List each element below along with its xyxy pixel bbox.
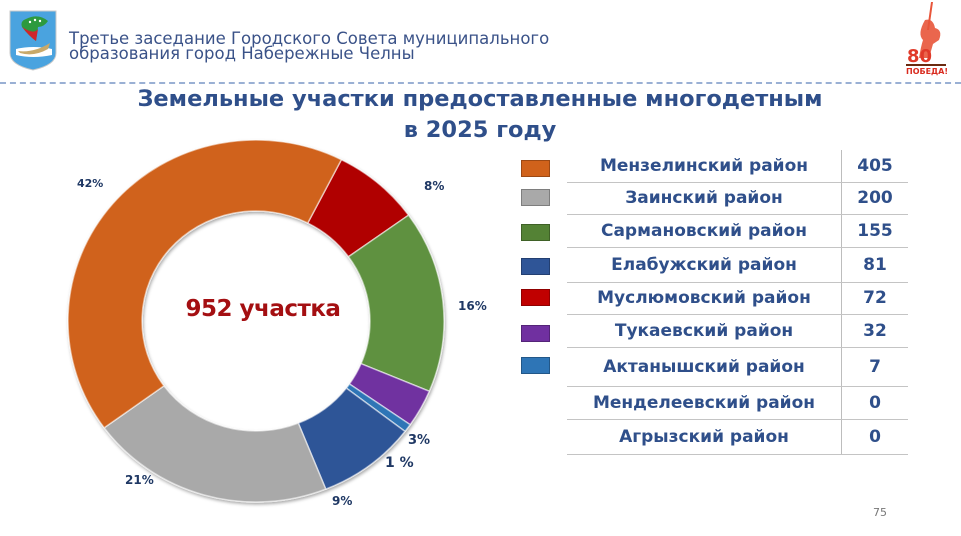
percent-label-menzelinsky: 42% bbox=[77, 177, 104, 190]
district-value: 7 bbox=[841, 347, 908, 387]
svg-text:80: 80 bbox=[907, 46, 932, 67]
district-name: Муслюмовский район bbox=[567, 282, 842, 315]
legend-swatch-zainsky bbox=[521, 189, 550, 206]
table-row: Елабужский район 81 bbox=[567, 247, 908, 283]
header-line-1: Третье заседание Городского Совета муниц… bbox=[69, 29, 550, 48]
page-number: 75 bbox=[873, 506, 887, 519]
table-row: Мензелинский район 405 bbox=[567, 150, 908, 183]
percent-label-aktanyshsky: 1 % bbox=[385, 455, 414, 471]
80-pobeda-emblem-icon: 80 ПОБЕДА! bbox=[903, 0, 953, 80]
district-value: 32 bbox=[841, 314, 908, 348]
district-value: 405 bbox=[841, 150, 908, 183]
district-value: 0 bbox=[841, 419, 908, 455]
district-value: 200 bbox=[841, 182, 908, 215]
table-row: Менделеевский район 0 bbox=[567, 386, 908, 420]
svg-text:ПОБЕДА!: ПОБЕДА! bbox=[906, 67, 948, 76]
percent-label-tukaevsky: 3% bbox=[408, 433, 431, 448]
district-name: Актанышский район bbox=[567, 347, 842, 387]
district-name: Заинский район bbox=[567, 182, 842, 215]
percent-label-zainsky: 21% bbox=[125, 473, 154, 487]
legend-swatch-elabuzhsky bbox=[521, 258, 550, 275]
district-name: Менделеевский район bbox=[567, 386, 842, 420]
percent-label-elabuzhsky: 9% bbox=[332, 494, 353, 508]
district-value: 81 bbox=[841, 247, 908, 283]
percent-label-muslyumovsky: 8% bbox=[424, 179, 445, 193]
legend-swatch-menzelinsky bbox=[521, 160, 550, 177]
slide-title: Земельные участки предоставленные многод… bbox=[60, 84, 900, 146]
district-name: Елабужский район bbox=[567, 247, 842, 283]
doughnut-chart-svg bbox=[67, 139, 445, 503]
legend-swatch-muslyumovsky bbox=[521, 289, 550, 306]
table-row: Агрызский район 0 bbox=[567, 419, 908, 455]
chart-center-total: 952 участка bbox=[185, 296, 341, 322]
table-row: Муслюмовский район 72 bbox=[567, 282, 908, 315]
title-line-1: Земельные участки предоставленные многод… bbox=[137, 86, 823, 112]
district-value: 72 bbox=[841, 282, 908, 315]
district-name: Мензелинский район bbox=[567, 150, 842, 183]
doughnut-chart bbox=[56, 130, 506, 520]
header-line-2: образования город Набережные Челны bbox=[69, 44, 415, 63]
legend-swatch-tukaevsky bbox=[521, 325, 550, 342]
district-name: Тукаевский район bbox=[567, 314, 842, 348]
table-row: Тукаевский район 32 bbox=[567, 314, 908, 348]
header-divider bbox=[0, 82, 961, 84]
district-value: 155 bbox=[841, 214, 908, 248]
table-row: Актанышский район 7 bbox=[567, 347, 908, 387]
meeting-header: Третье заседание Городского Совета муниц… bbox=[69, 29, 550, 63]
percent-label-sarmanovsky: 16% bbox=[458, 299, 487, 313]
legend-swatch-sarmanovsky bbox=[521, 224, 550, 241]
table-row: Заинский район 200 bbox=[567, 182, 908, 215]
table-row: Сармановский район 155 bbox=[567, 214, 908, 248]
district-name: Агрызский район bbox=[567, 419, 842, 455]
title-line-2: в 2025 году bbox=[403, 117, 557, 143]
district-name: Сармановский район bbox=[567, 214, 842, 248]
district-table: Мензелинский район 405 Заинский район 20… bbox=[567, 150, 908, 455]
city-coat-of-arms-icon bbox=[8, 9, 58, 71]
donut-slice bbox=[67, 139, 343, 429]
legend-swatch-aktanyshsky bbox=[521, 357, 550, 374]
donut-slice bbox=[103, 384, 327, 503]
district-value: 0 bbox=[841, 386, 908, 420]
